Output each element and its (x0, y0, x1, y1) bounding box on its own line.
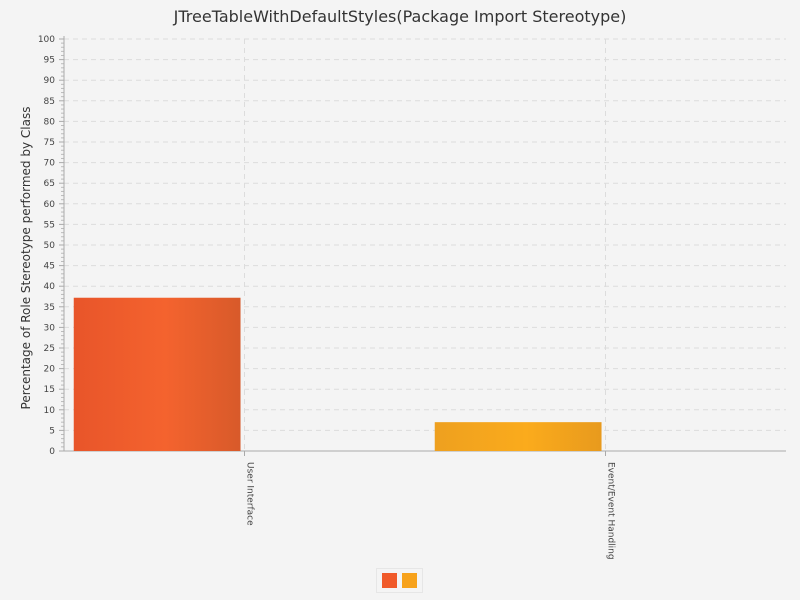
bars (73, 297, 602, 451)
y-tick-label: 60 (44, 200, 56, 210)
chart-title: JTreeTableWithDefaultStyles(Package Impo… (173, 7, 627, 26)
y-tick-label: 0 (49, 447, 55, 457)
labels: 0 5 10 15 20 25 30 35 40 45 50 55 60 65 70 75 80 85 90 95 10… (38, 35, 616, 560)
y-tick-label: 85 (44, 97, 55, 107)
legend-swatch-2 (402, 573, 417, 588)
y-tick-label: 5 (49, 426, 55, 436)
y-tick-label: 90 (44, 76, 56, 86)
y-tick-label: 15 (44, 385, 55, 395)
y-tick-label: 30 (44, 323, 56, 333)
y-tick-label: 40 (44, 282, 56, 292)
y-tick-label: 55 (44, 220, 55, 230)
legend-swatch-1 (382, 573, 397, 588)
y-tick-label: 70 (44, 159, 56, 169)
y-tick-label: 20 (44, 365, 56, 375)
y-tick-label: 10 (44, 406, 56, 416)
legend (376, 568, 423, 593)
y-tick-label: 25 (44, 344, 55, 354)
y-tick-label: 65 (44, 179, 55, 189)
y-tick-label: 95 (44, 56, 55, 66)
y-tick-label: 75 (44, 138, 55, 148)
y-tick-label: 45 (44, 262, 55, 272)
y-tick-label: 100 (38, 35, 55, 45)
y-tick-label: 50 (44, 241, 56, 251)
y-tick-label: 35 (44, 303, 55, 313)
x-category-label: Event/Event Handling (606, 462, 616, 560)
bar-2 (434, 422, 602, 451)
bar-1 (73, 297, 241, 451)
y-tick-label: 80 (44, 117, 56, 127)
x-category-label: User Interface (245, 462, 255, 526)
